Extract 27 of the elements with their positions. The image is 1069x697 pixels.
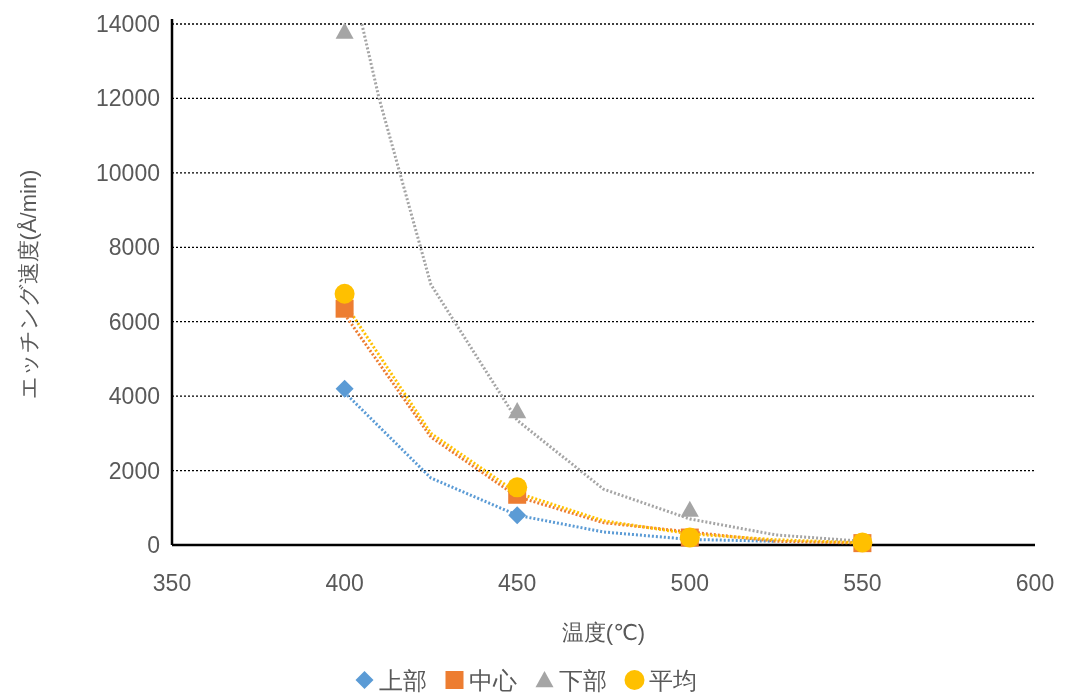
x-tick-label: 400 (325, 570, 364, 596)
legend-label: 中心 (468, 667, 517, 694)
x-axis-title: 温度(℃) (561, 620, 646, 645)
x-tick-label: 350 (152, 570, 192, 596)
y-tick-label: 12000 (96, 85, 160, 112)
legend-label: 上部 (378, 667, 427, 694)
x-tick-label: 500 (670, 570, 709, 596)
point (334, 283, 355, 304)
x-tick-label: 550 (843, 570, 882, 596)
x-tick-label: 600 (1015, 570, 1055, 596)
point (680, 500, 699, 517)
point (508, 506, 527, 525)
point (508, 402, 527, 419)
point (335, 379, 354, 398)
y-tick-label: 6000 (108, 308, 160, 335)
y-tick-label: 10000 (96, 159, 160, 186)
y-tick-label: 0 (147, 532, 160, 558)
point (335, 22, 354, 39)
legend-label: 平均 (648, 667, 697, 694)
legend-label: 下部 (558, 667, 607, 694)
y-tick-label: 2000 (108, 457, 160, 484)
x-tick-label: 450 (498, 570, 537, 596)
y-tick-label: 8000 (108, 234, 160, 261)
y-tick-label: 4000 (108, 383, 160, 410)
y-axis-title: エッチング速度(Å/min) (16, 169, 41, 400)
point (507, 477, 528, 498)
y-tick-label: 14000 (96, 11, 160, 37)
